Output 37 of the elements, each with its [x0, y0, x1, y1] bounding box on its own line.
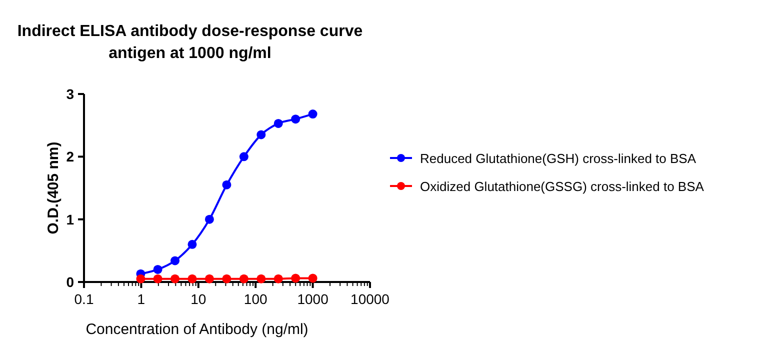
point — [274, 118, 283, 128]
legend-label: Reduced Glutathione(GSH) cross-linked to BSA — [420, 151, 696, 166]
x-tick-label: 0.1 — [74, 291, 94, 307]
y-tick-label: 2 — [66, 148, 74, 165]
x-tick-label: 1 — [137, 291, 146, 307]
x-tick-label: 100 — [244, 291, 268, 307]
point — [188, 240, 197, 249]
x-tick-label: 10000 — [350, 291, 390, 307]
point — [153, 274, 162, 284]
x-tick-label: 10 — [190, 291, 206, 307]
chart-subtitle: antigen at 1000 ng/ml — [108, 45, 272, 62]
point — [188, 274, 197, 284]
point — [308, 110, 318, 119]
y-tick-label: 1 — [66, 211, 74, 228]
point — [256, 130, 266, 140]
point — [291, 114, 300, 124]
point — [291, 274, 300, 283]
point — [256, 274, 266, 284]
point — [274, 274, 283, 284]
point — [170, 256, 180, 266]
point — [222, 274, 232, 284]
point — [239, 152, 248, 162]
x-tick-label: 1000 — [297, 291, 329, 307]
point — [308, 274, 318, 283]
y-tick-label: 0 — [66, 274, 74, 290]
y-tick-label: 3 — [66, 86, 74, 102]
point — [153, 264, 162, 274]
point — [204, 274, 214, 284]
x-axis-title: Concentration of Antibody (ng/ml) — [86, 321, 308, 338]
legend-label: Oxidized Glutathione(GSSG) cross-linked to BSA — [420, 179, 704, 194]
chart-title: Indirect ELISA antibody dose-response curve — [17, 23, 363, 40]
y-axis-title: O.D.(405 nm) — [45, 142, 62, 234]
point — [222, 180, 232, 190]
point — [136, 274, 146, 284]
point — [170, 274, 180, 284]
point — [239, 274, 248, 284]
point — [204, 214, 214, 224]
